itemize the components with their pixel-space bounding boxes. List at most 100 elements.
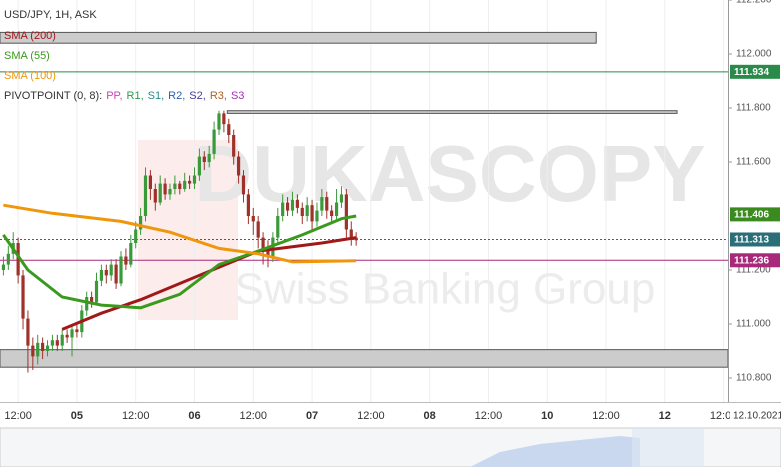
- zone: [0, 31, 597, 44]
- date-label-box: [730, 408, 781, 423]
- x-tick-label: 05: [71, 410, 83, 422]
- pivot-item: S2,: [189, 90, 206, 102]
- candle-body: [227, 124, 231, 135]
- candle-body: [143, 175, 148, 216]
- candle-body: [334, 202, 339, 216]
- candle-body: [281, 202, 285, 216]
- candle-body: [232, 134, 236, 157]
- candle-body: [134, 229, 138, 243]
- candle-body: [276, 215, 280, 238]
- candle-body: [99, 269, 104, 281]
- price-label-box: [730, 64, 780, 79]
- candle-body: [339, 194, 344, 203]
- x-tick-label: 06: [188, 410, 200, 422]
- candle-body: [41, 342, 45, 351]
- x-tick-label: 10: [541, 410, 553, 422]
- candle-body: [1, 264, 6, 270]
- candle-body: [285, 202, 290, 211]
- candle-body: [325, 197, 329, 211]
- candle-body: [163, 183, 167, 195]
- candle-body: [236, 156, 241, 176]
- candle-body: [153, 188, 157, 203]
- price-label: 111.236: [734, 255, 769, 266]
- legend-entry: SMA (200): [4, 30, 56, 42]
- candle-body: [104, 269, 108, 276]
- y-tick-label: 112.000: [736, 49, 772, 60]
- candle-body: [222, 113, 226, 125]
- price-label: 111.406: [734, 210, 769, 221]
- pivot-item: R3,: [210, 90, 227, 102]
- navigator-area: [470, 436, 640, 467]
- pivot-legend: PIVOTPOINT (0, 8): PP, R1, S1, R2, S2, R3, S3: [4, 90, 244, 102]
- candle-body: [70, 329, 74, 338]
- x-tick-label: 07: [306, 410, 318, 422]
- x-tick-label: 12: [659, 410, 671, 422]
- candle-body: [290, 199, 295, 211]
- candle-body: [158, 183, 162, 203]
- price-label-box: [730, 253, 780, 268]
- candle-body: [310, 205, 314, 222]
- y-tick-label: 111.000: [736, 319, 771, 330]
- candle-body: [305, 205, 309, 216]
- zone: [0, 349, 729, 368]
- candle-body: [85, 296, 89, 311]
- candle-body: [60, 334, 64, 346]
- legend-entry: SMA (100): [4, 70, 56, 82]
- candle-body: [173, 183, 177, 189]
- watermark-tagline: Swiss Banking Group: [235, 265, 656, 314]
- zone: [226, 110, 678, 114]
- candle-body: [192, 175, 197, 184]
- candle-body: [320, 197, 324, 211]
- pivot-item: PP,: [106, 90, 122, 102]
- candle-body: [45, 345, 50, 351]
- pivot-item: S1,: [148, 90, 165, 102]
- candle-body: [344, 194, 348, 230]
- sma-line: [3, 203, 357, 264]
- candle-body: [90, 296, 94, 303]
- candle-body: [16, 242, 20, 276]
- candle-body: [330, 210, 334, 216]
- x-tick-label: 08: [424, 410, 436, 422]
- candle-body: [139, 215, 143, 230]
- candle-body: [119, 256, 123, 284]
- candle-body: [168, 188, 172, 195]
- candle-body: [266, 248, 270, 257]
- candle-body: [114, 264, 118, 284]
- y-tick-label: 110.800: [736, 373, 772, 384]
- x-tick-label: 12:00: [475, 410, 503, 422]
- price-label: 111.934: [734, 67, 769, 78]
- candle-body: [148, 175, 153, 189]
- candle-body: [65, 334, 69, 338]
- candle-body: [36, 342, 40, 357]
- chart-title: USD/JPY, 1H, ASK: [4, 9, 97, 21]
- pivot-item: S3: [231, 90, 244, 102]
- price-label-box: [730, 232, 780, 247]
- candle-body: [256, 221, 260, 238]
- candle-body: [75, 329, 79, 333]
- candle-body: [212, 129, 216, 154]
- candle-body: [217, 113, 221, 130]
- plot: [0, 0, 729, 402]
- candle-body: [246, 194, 250, 216]
- candle-body: [94, 280, 99, 303]
- sma-line: [2, 214, 357, 310]
- y-tick-label: 111.800: [736, 103, 771, 114]
- candle-body: [241, 175, 246, 195]
- pivot-item: R2,: [168, 90, 185, 102]
- x-tick-label: 12:00: [357, 410, 385, 422]
- candle-body: [26, 318, 30, 346]
- candle-body: [109, 264, 113, 276]
- price-label: 111.313: [734, 235, 769, 246]
- sma-line: [61, 236, 357, 331]
- candle-body: [6, 253, 10, 265]
- candle-body: [295, 199, 299, 208]
- candle-body: [124, 256, 128, 265]
- navigator-window: [632, 428, 704, 467]
- candle-body: [202, 156, 206, 162]
- candle-body: [300, 207, 304, 216]
- candle-body: [251, 215, 255, 222]
- x-tick-label: 12:00: [592, 410, 620, 422]
- x-tick-label: 12:00: [4, 410, 32, 422]
- date-label: 12.10.2021: [733, 411, 781, 422]
- legend-entry: SMA (55): [4, 50, 50, 62]
